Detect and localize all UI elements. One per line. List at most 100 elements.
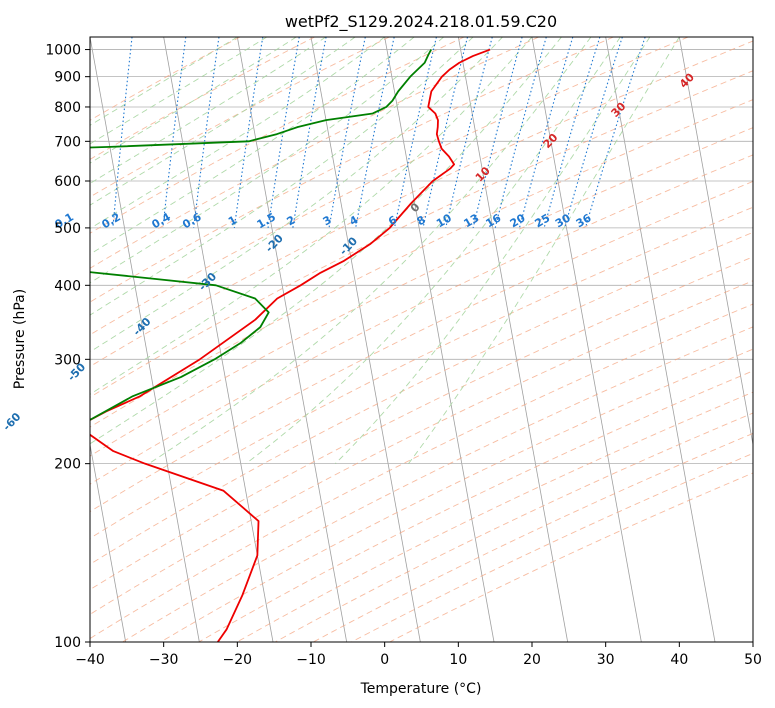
mixing-ratio-label: 13 xyxy=(461,211,481,230)
y-tick-label: 1000 xyxy=(45,43,81,59)
isotherm-line xyxy=(163,37,274,642)
x-tick-label: −40 xyxy=(75,652,105,668)
warm-isotherm-label: 40 xyxy=(677,70,697,90)
mixing-ratio-label: 25 xyxy=(532,211,552,230)
x-tick-label: −10 xyxy=(296,652,326,668)
dry-adiabat-line xyxy=(90,303,753,640)
y-tick-label: 700 xyxy=(54,134,81,150)
x-tick-label: 30 xyxy=(597,652,615,668)
moist-adiabat-line xyxy=(90,37,503,353)
dry-adiabat-line xyxy=(389,472,753,642)
moist-adiabat-line xyxy=(90,37,415,255)
mixing-ratio-label: 1 xyxy=(226,213,239,228)
moist-adiabat-line xyxy=(90,37,533,395)
chart-title: wetPf2_S129.2024.218.01.59.C20 xyxy=(285,12,557,32)
moist-adiabat-line xyxy=(90,37,385,230)
isotherm-line xyxy=(678,37,753,447)
dry-adiabat-line xyxy=(90,37,689,336)
mixing-ratio-line xyxy=(584,37,646,229)
isotherm-label: -20 xyxy=(263,232,286,256)
moist-adiabat-line xyxy=(90,37,326,184)
dry-adiabat-line xyxy=(160,348,753,642)
dry-adiabat-line xyxy=(90,280,753,615)
plot-frame xyxy=(89,36,754,643)
mixing-ratio-line xyxy=(422,37,469,229)
moist-adiabat-line xyxy=(90,37,297,164)
moist-adiabat-line xyxy=(90,37,444,284)
y-axis-ticks: 100 200 300 400 500 600 700 800 900 1000 xyxy=(45,43,90,651)
y-tick-label: 400 xyxy=(54,278,81,294)
mixing-ratio-label: 4 xyxy=(347,213,360,228)
dry-adiabat-lines xyxy=(90,37,753,642)
x-tick-label: −30 xyxy=(149,652,179,668)
isotherm-label: -40 xyxy=(130,315,153,339)
isotherm-line xyxy=(90,442,127,642)
mixing-ratio-line xyxy=(393,37,437,229)
temperature-profile-line xyxy=(90,48,491,642)
moist-adiabat-line xyxy=(245,37,621,465)
mixing-ratio-line xyxy=(233,37,264,228)
y-tick-label: 300 xyxy=(54,352,81,368)
x-axis-ticks: −40 −30 −20 −10 0 10 20 30 40 50 xyxy=(75,642,762,668)
moist-adiabat-line xyxy=(90,37,238,126)
dewpoint-profile-line xyxy=(90,49,432,421)
y-tick-label: 100 xyxy=(54,635,81,651)
warm-isotherm-label: 20 xyxy=(541,131,561,151)
dry-adiabat-line xyxy=(236,391,753,642)
dry-adiabat-line xyxy=(313,432,753,642)
y-tick-label: 800 xyxy=(54,100,81,116)
dry-adiabat-line xyxy=(90,154,753,485)
mixing-ratio-label: 30 xyxy=(553,211,573,230)
x-tick-label: 0 xyxy=(380,652,389,668)
dry-adiabat-line xyxy=(90,127,753,457)
dry-adiabat-line xyxy=(351,452,753,642)
dry-adiabat-line xyxy=(90,37,390,198)
x-tick-label: −20 xyxy=(223,652,253,668)
dry-adiabat-line xyxy=(90,206,753,539)
mixing-ratio-line xyxy=(66,37,82,228)
moist-adiabat-line xyxy=(334,37,651,464)
moist-adiabat-line xyxy=(90,37,474,316)
dry-adiabat-line xyxy=(90,256,753,591)
y-tick-label: 500 xyxy=(54,221,81,237)
isotherm-line xyxy=(384,37,495,642)
isotherm-label: -10 xyxy=(337,234,360,258)
mixing-ratio-line xyxy=(472,37,523,229)
x-tick-label: 50 xyxy=(744,652,762,668)
y-axis-label: Pressure (hPa) xyxy=(12,289,28,389)
x-axis-label: Temperature (°C) xyxy=(360,681,482,697)
isotherm-line xyxy=(310,37,421,642)
dry-adiabat-line xyxy=(90,231,753,565)
moist-adiabat-line xyxy=(408,37,680,464)
dry-adiabat-line xyxy=(90,180,753,513)
isotherm-line xyxy=(236,37,348,642)
moist-adiabat-line xyxy=(90,37,356,206)
mixing-ratio-label: 3 xyxy=(321,213,334,228)
dry-adiabat-line xyxy=(90,37,614,303)
dry-adiabat-line xyxy=(90,99,753,428)
dry-adiabat-line xyxy=(90,40,753,368)
x-tick-label: 20 xyxy=(523,652,541,668)
mixing-ratio-line xyxy=(328,37,366,228)
dry-adiabat-line xyxy=(90,37,465,234)
dry-adiabat-line xyxy=(90,70,753,398)
dry-adiabat-line xyxy=(90,37,539,269)
isotherm-line xyxy=(457,37,569,642)
x-tick-label: 10 xyxy=(449,652,467,668)
x-tick-label: 40 xyxy=(670,652,688,668)
plot-area xyxy=(66,37,753,642)
mixing-ratio-label: 8 xyxy=(415,213,428,228)
mixing-ratio-line xyxy=(355,37,395,229)
y-tick-label: 200 xyxy=(54,457,81,473)
mixing-ratio-lines xyxy=(66,37,646,229)
mixing-ratio-label: 2 xyxy=(284,213,297,228)
isotherm-line xyxy=(752,37,753,40)
isotherm-line xyxy=(531,37,642,642)
mixing-ratio-line xyxy=(518,37,574,229)
mixing-ratio-line xyxy=(193,37,220,228)
mixing-ratio-label: 6 xyxy=(386,213,399,228)
dry-adiabat-line xyxy=(274,412,753,642)
moist-adiabat-line xyxy=(148,37,592,465)
y-tick-label: 900 xyxy=(54,70,81,86)
moist-adiabat-lines xyxy=(90,37,680,465)
